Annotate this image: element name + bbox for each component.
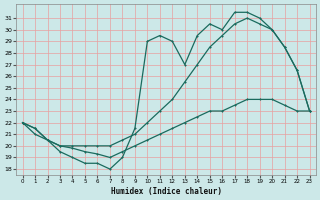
X-axis label: Humidex (Indice chaleur): Humidex (Indice chaleur) <box>111 187 221 196</box>
